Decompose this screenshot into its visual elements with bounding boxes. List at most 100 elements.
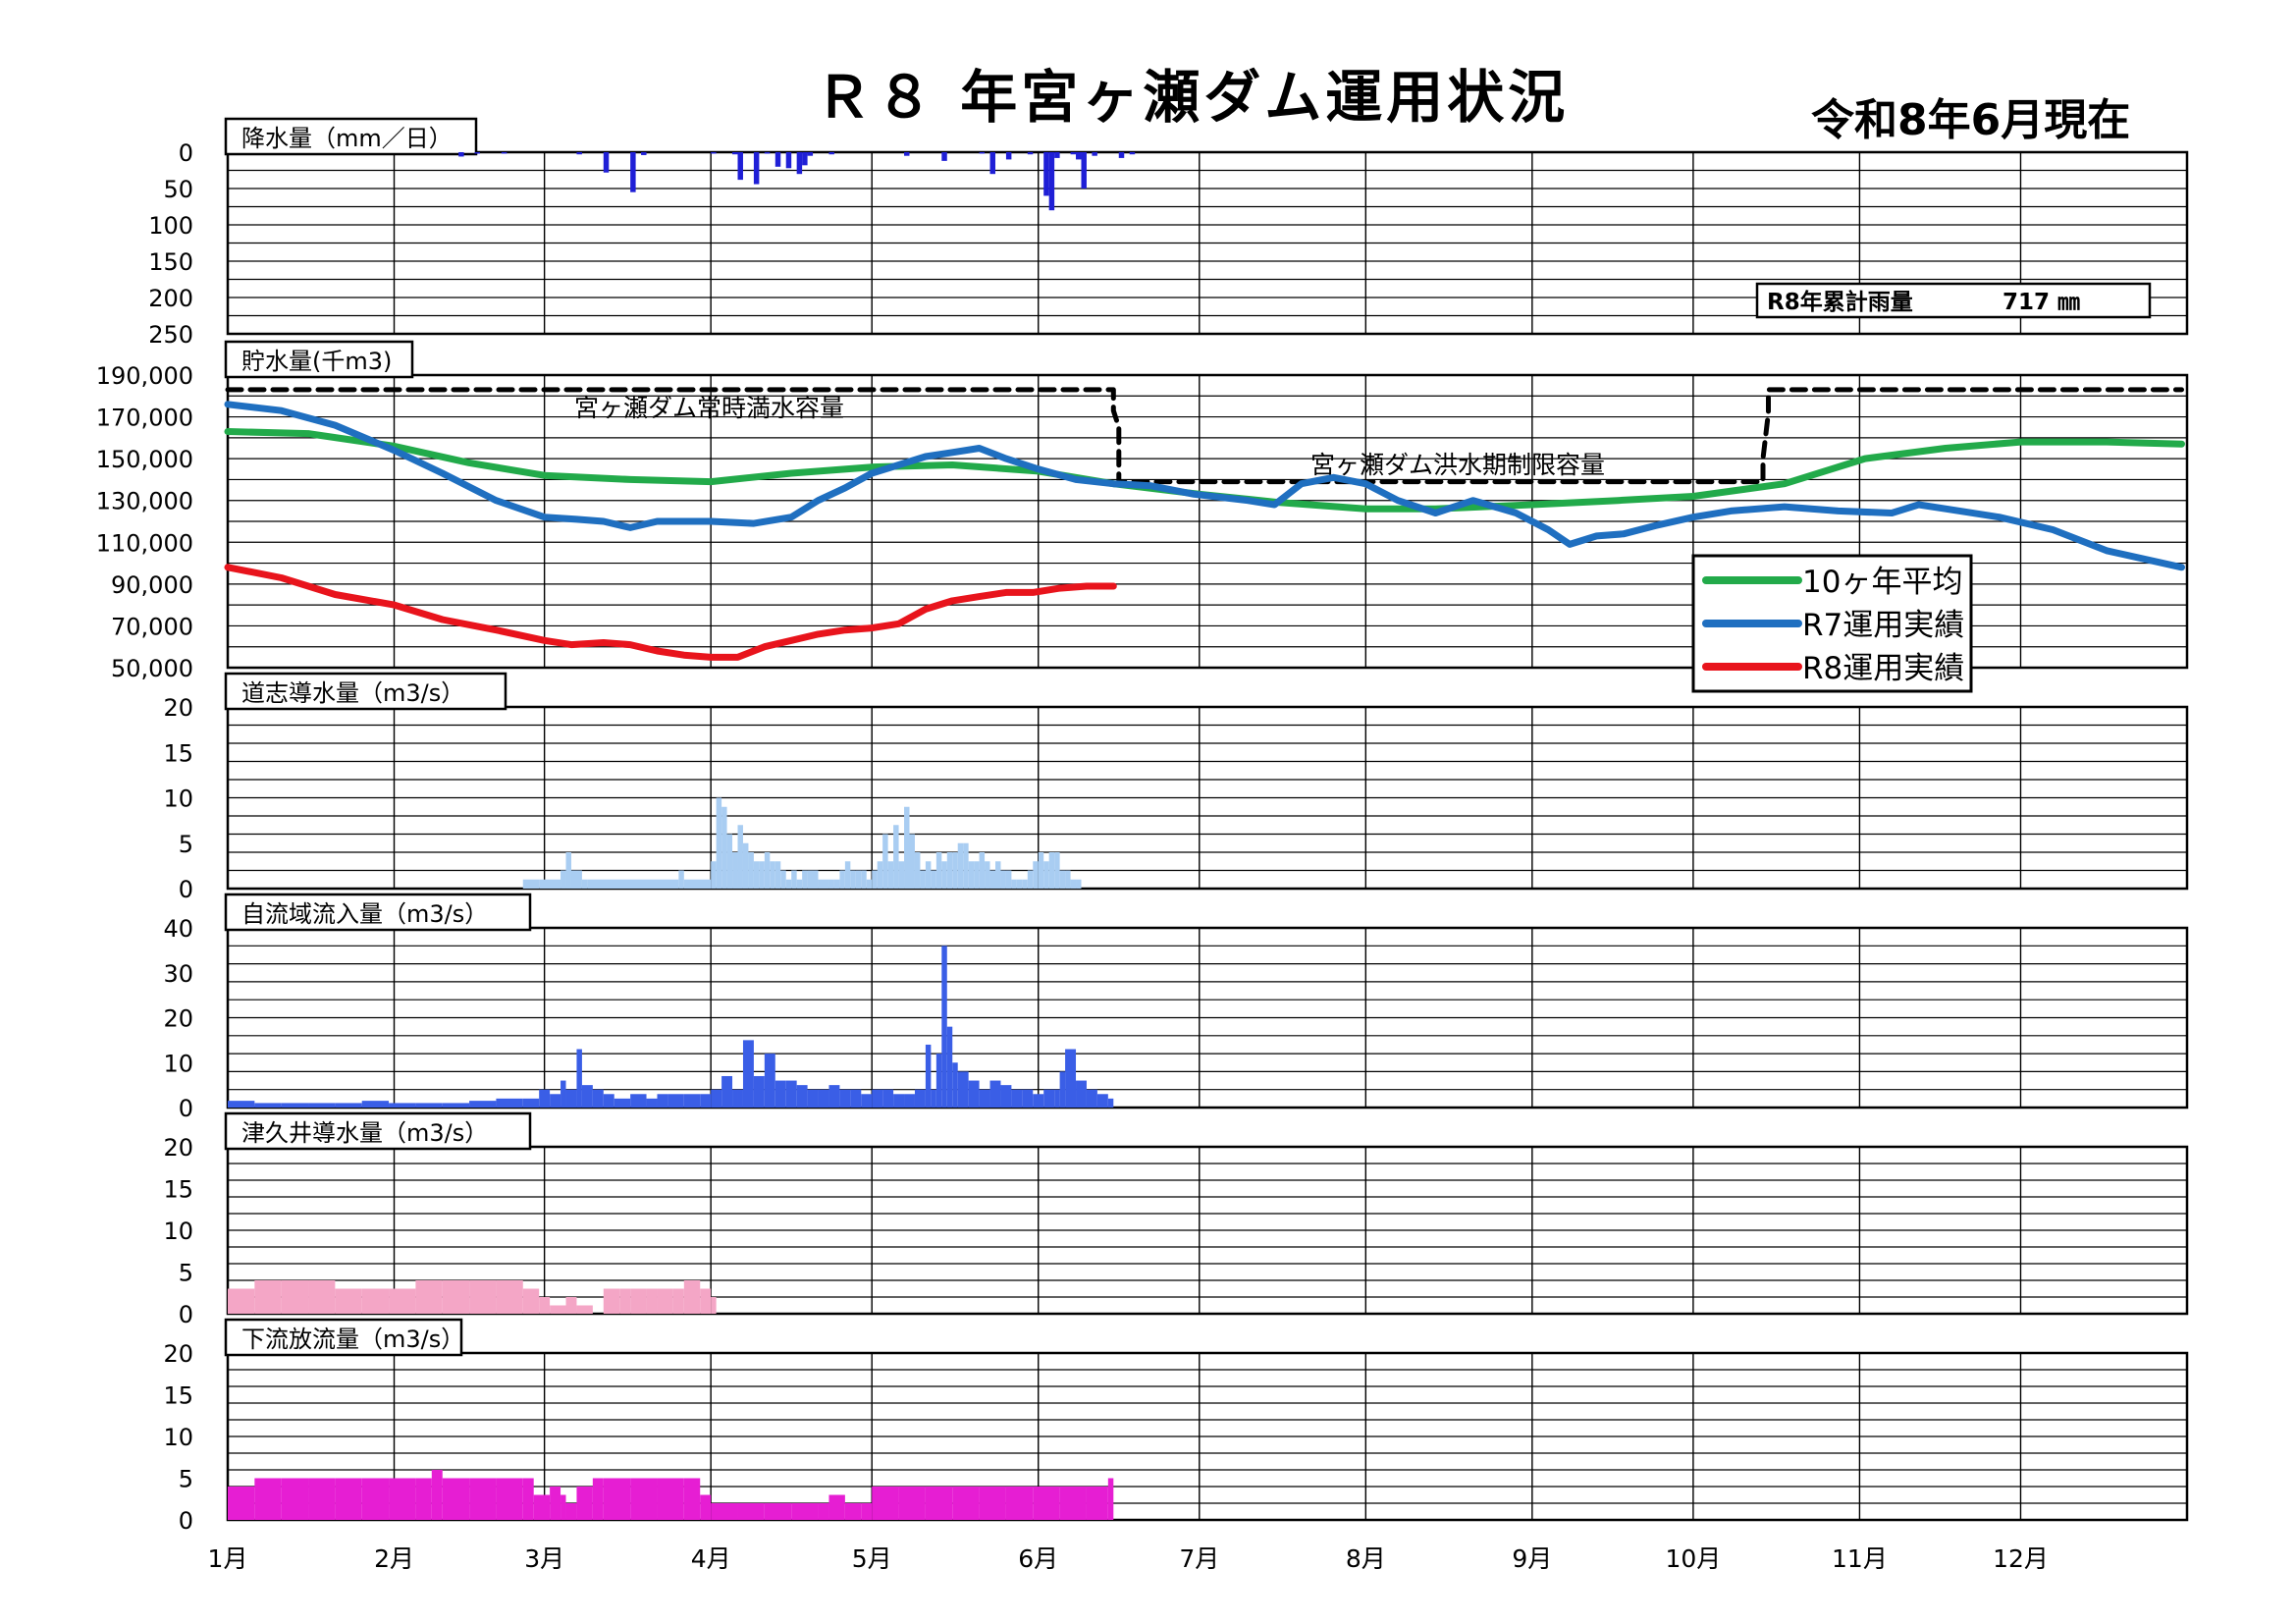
release-bar: [737, 1503, 765, 1520]
series-line-1: [224, 401, 2185, 571]
tsukui-bar: [496, 1280, 523, 1314]
y-tick-label: 20: [163, 694, 193, 722]
tsukui-bar: [700, 1288, 712, 1314]
panel-border: [226, 150, 2189, 336]
release-bar: [844, 1503, 862, 1520]
inflow-bar: [522, 1098, 540, 1108]
inflow-bar: [1086, 1089, 1097, 1108]
doshi-bar: [985, 861, 990, 889]
inflow-bar: [796, 1085, 808, 1108]
release-bar: [308, 1478, 336, 1520]
inflow-bar: [839, 1089, 851, 1108]
x-tick-label: 9月: [1512, 1544, 1552, 1573]
doshi-bar: [1022, 879, 1028, 889]
inflow-bar: [935, 1054, 942, 1108]
doshi-bar: [732, 852, 738, 889]
doshi-bar: [963, 842, 969, 889]
rain-bar: [1043, 152, 1049, 196]
panel-inflow: [224, 893, 2189, 1110]
doshi-bar: [1027, 870, 1034, 889]
x-tick-label: 5月: [852, 1544, 892, 1573]
x-tick-label: 4月: [691, 1544, 731, 1573]
tsukui-bar: [576, 1305, 593, 1314]
tsukui-bar: [254, 1280, 282, 1314]
y-tick-label: 10: [163, 1424, 193, 1451]
inflow-bar: [561, 1080, 566, 1108]
panel-title: 下流放流量（m3/s）: [241, 1326, 464, 1353]
release-bar: [335, 1478, 362, 1520]
doshi-bar: [818, 879, 829, 889]
doshi-bar: [1011, 879, 1017, 889]
inflow-bar: [469, 1101, 497, 1108]
inflow-bar: [576, 1049, 582, 1108]
release-bar: [281, 1478, 309, 1520]
y-tick-label: 5: [179, 1260, 193, 1287]
inflow-bar: [828, 1085, 840, 1108]
release-bar: [764, 1503, 792, 1520]
y-tick-label: 0: [179, 1507, 193, 1535]
tsukui-bar: [308, 1280, 336, 1314]
y-tick-label: 0: [179, 1301, 193, 1328]
y-tick-label: 100: [148, 212, 193, 240]
annotation-flood-capacity: 宮ヶ瀬ダム洪水期制限容量: [1310, 451, 1605, 479]
y-tick-label: 200: [148, 285, 193, 312]
doshi-bar: [833, 879, 840, 889]
rain-bar: [603, 152, 610, 173]
rain-bar: [576, 152, 582, 155]
rain-bar: [737, 152, 743, 181]
y-tick-label: 10: [163, 1218, 193, 1245]
rain-bar: [630, 152, 636, 192]
tsukui-bar: [603, 1288, 620, 1314]
panel-border: [226, 373, 2189, 670]
rain-total-box: [1755, 282, 2152, 319]
panel-tsukui: [224, 1111, 2189, 1316]
doshi-bar: [785, 879, 792, 889]
inflow-bar: [818, 1089, 829, 1108]
tsukui-bar: [281, 1280, 309, 1314]
y-tick-label: 170,000: [96, 405, 193, 432]
rain-bar: [732, 152, 738, 155]
rain-bar: [458, 152, 464, 157]
y-tick-label: 15: [163, 1176, 193, 1204]
y-tick-label: 110,000: [96, 529, 193, 557]
release-bar: [711, 1503, 738, 1520]
panel-title-box: [224, 893, 532, 932]
doshi-bar: [1065, 870, 1071, 889]
doshi-bar: [1016, 879, 1023, 889]
doshi-bar: [904, 806, 910, 889]
release-bar: [861, 1503, 873, 1520]
series-line-2: [224, 564, 1117, 661]
rain-bar: [1048, 152, 1055, 211]
release-bar: [700, 1494, 712, 1520]
rain-bar: [753, 152, 760, 185]
release-bar: [592, 1478, 604, 1520]
release-bar: [1107, 1478, 1114, 1520]
inflow-bar: [539, 1089, 551, 1108]
rain-bar: [941, 152, 947, 161]
x-tick-label: 1月: [208, 1544, 248, 1573]
inflow-bar: [335, 1103, 362, 1108]
x-tick-label: 11月: [1832, 1544, 1888, 1573]
y-tick-label: 90,000: [111, 571, 193, 599]
doshi-bar: [855, 870, 862, 889]
doshi-bar: [742, 842, 749, 889]
rain-bar: [1070, 152, 1077, 155]
inflow-bar: [603, 1094, 614, 1108]
inflow-bar: [732, 1089, 738, 1108]
doshi-bar: [721, 806, 727, 889]
inflow-bar: [904, 1094, 915, 1108]
y-tick-label: 0: [179, 1095, 193, 1122]
y-tick-label: 130,000: [96, 488, 193, 515]
y-tick-label: 50,000: [111, 655, 193, 682]
tsukui-bar: [646, 1288, 658, 1314]
y-tick-label: 10: [163, 1050, 193, 1077]
doshi-bar: [791, 870, 797, 889]
inflow-bar: [1000, 1085, 1012, 1108]
panel-title: 津久井導水量（m3/s）: [241, 1119, 488, 1147]
doshi-bar: [920, 870, 926, 889]
inflow-bar: [979, 1089, 990, 1108]
inflow-bar: [753, 1075, 765, 1108]
tsukui-bar: [550, 1305, 566, 1314]
inflow-bar: [989, 1080, 1001, 1108]
